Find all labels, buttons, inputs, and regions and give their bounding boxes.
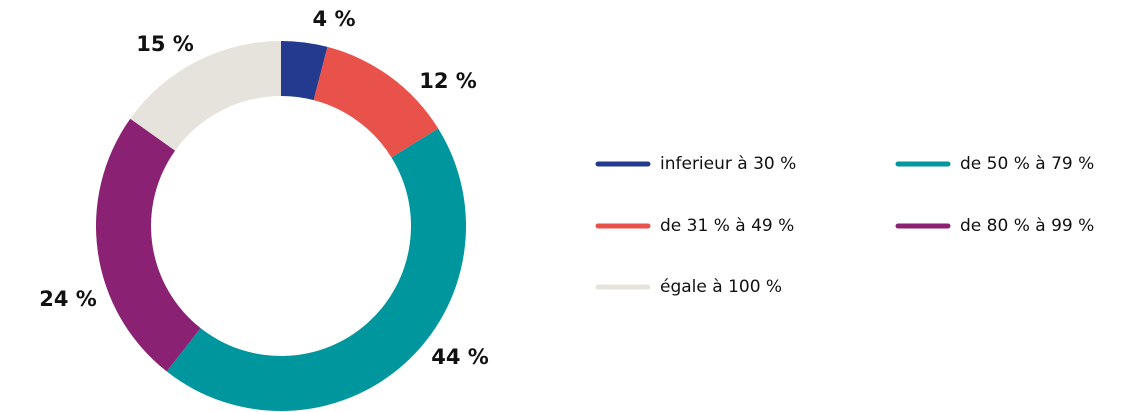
legend-label: de 80 % à 99 %	[960, 216, 1094, 236]
donut-segment	[96, 118, 201, 372]
legend-label: de 50 % à 79 %	[960, 154, 1094, 174]
value-label: 15 %	[136, 32, 194, 56]
donut-segment	[281, 41, 328, 101]
donut-segment	[313, 46, 439, 158]
legend-label: inferieur à 30 %	[660, 154, 796, 174]
donut-segment	[166, 128, 467, 412]
legend-label: de 31 % à 49 %	[660, 216, 794, 236]
value-label: 12 %	[419, 69, 477, 93]
value-label: 44 %	[431, 345, 489, 369]
value-label: 4 %	[313, 7, 356, 31]
legend-label: égale à 100 %	[660, 277, 782, 297]
donut-segment	[130, 41, 281, 151]
value-label: 24 %	[39, 287, 97, 311]
